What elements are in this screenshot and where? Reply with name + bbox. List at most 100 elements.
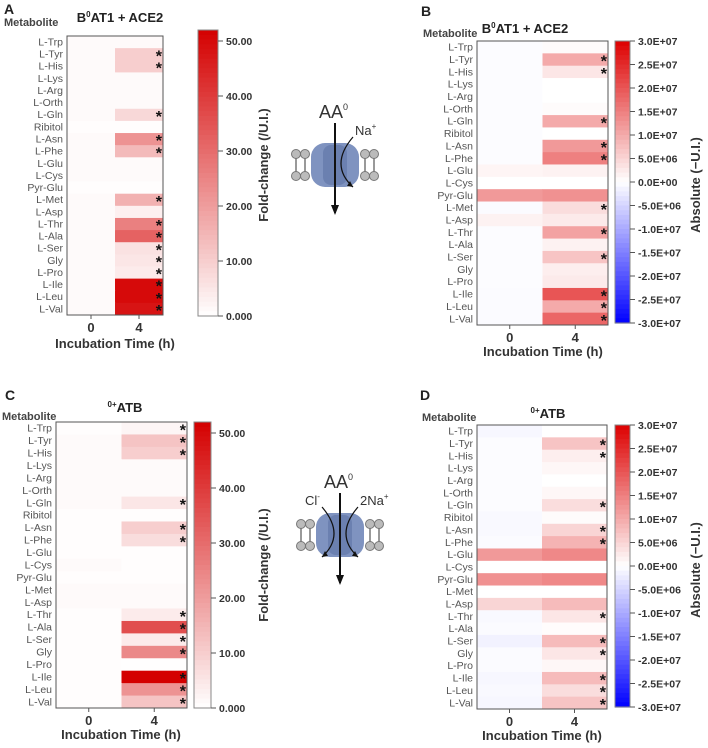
colorbar-segment [615, 617, 630, 623]
colorbar-segment [615, 130, 630, 136]
heatmap-cell [477, 78, 543, 91]
heatmap-cell [477, 53, 543, 67]
x-axis-title: Incubation Time (h) [55, 336, 175, 351]
heatmap-cell [115, 230, 164, 243]
heatmap-cell [67, 108, 116, 122]
heatmap-cell [56, 608, 122, 622]
significance-star: * [180, 447, 187, 464]
significance-star: * [156, 48, 163, 65]
heatmap-cell [121, 571, 188, 585]
colorbar-segment [198, 211, 218, 217]
colorbar-segment [615, 683, 630, 689]
x-tick-label: 0 [87, 320, 94, 335]
significance-star: * [601, 140, 608, 157]
heatmap-cell [542, 176, 609, 190]
row-label: L-Leu [25, 684, 52, 696]
heatmap-cell [56, 509, 122, 522]
row-label: Pyr-Glu [437, 190, 473, 202]
heatmap-cell [542, 164, 609, 178]
heatmap-cell [121, 434, 188, 448]
significance-star: * [180, 422, 187, 439]
heatmap-cell [542, 573, 608, 587]
heatmap-cell [542, 115, 609, 128]
significance-star: * [601, 152, 608, 169]
heatmap-cell [477, 560, 543, 574]
heatmap-cell [115, 193, 164, 207]
colorbar-segment [198, 201, 218, 207]
colorbar-tick-label: 3.0E+07 [638, 420, 678, 432]
heatmap-cell [115, 108, 164, 122]
heatmap-cell [115, 242, 164, 255]
ion-charge: + [384, 492, 389, 501]
heatmap-cell [542, 671, 608, 685]
colorbar-segment [194, 603, 211, 609]
heatmap-cell [477, 263, 543, 277]
row-label: L-Val [449, 697, 473, 709]
title-main: ATB [540, 406, 566, 421]
colorbar-frame [193, 421, 212, 709]
row-label: Gly [457, 264, 474, 276]
colorbar-segment [194, 584, 211, 590]
row-label: L-Ile [453, 289, 474, 301]
colorbar-segment [194, 684, 211, 690]
row-label: L-Phe [24, 535, 52, 547]
colorbar-segment [198, 254, 218, 260]
colorbar-tick-label: 30.00 [219, 538, 245, 550]
colorbar-segment [615, 472, 630, 478]
row-label: L-Glu [26, 547, 52, 559]
colorbar-segment [615, 135, 630, 141]
heatmap-cell [56, 434, 122, 448]
colorbar-segment [615, 641, 630, 647]
row-label: L-Val [28, 696, 52, 708]
row-label: L-Ser [26, 634, 52, 646]
significance-star: * [600, 685, 607, 702]
row-label: L-Pro [447, 660, 473, 672]
row-header: Metabolite [4, 17, 58, 29]
colorbar-segment [194, 474, 211, 480]
heatmap-cell [115, 120, 164, 134]
panel-letter: A [4, 1, 14, 17]
significance-star: * [601, 251, 608, 268]
colorbar-segment [615, 664, 630, 670]
colorbar-segment [615, 523, 630, 529]
row-label: L-Thr [448, 227, 474, 239]
heatmap-cell [67, 254, 116, 267]
colorbar-frame [197, 29, 219, 317]
colorbar-segment [198, 125, 218, 131]
colorbar-segment [615, 702, 630, 708]
heatmap-cell [542, 647, 608, 661]
colorbar-segment [194, 679, 211, 685]
panel-letter: D [420, 387, 430, 403]
colorbar-segment [194, 469, 211, 476]
row-label: L-Cys [36, 170, 63, 182]
colorbar-segment [198, 220, 218, 227]
heatmap-cell [542, 437, 608, 451]
colorbar-segment [194, 479, 211, 485]
heatmap-cell [121, 422, 188, 435]
colorbar-segment [615, 92, 630, 98]
colorbar-segment [615, 462, 630, 468]
significance-star: * [600, 536, 607, 553]
heatmap-cell [542, 474, 608, 488]
colorbar-segment [615, 280, 630, 286]
row-label: L-Asn [446, 524, 474, 536]
colorbar-segment [615, 636, 630, 642]
panel-letter: C [5, 387, 15, 403]
colorbar-segment [615, 514, 630, 520]
colorbar-segment [615, 504, 630, 511]
colorbar-segment [194, 579, 211, 585]
lipid-head [300, 149, 310, 159]
heatmap-cell [477, 201, 543, 215]
heatmap-cell [477, 474, 543, 488]
colorbar-segment [194, 569, 211, 576]
colorbar-segment [194, 646, 211, 652]
lipid-head [374, 519, 384, 529]
row-label: L-Arg [26, 472, 52, 484]
transporter-diagram: AA0 Na+ [291, 102, 379, 215]
colorbar-segment [198, 139, 218, 145]
row-label: L-Trp [38, 36, 63, 48]
heatmap-cell [542, 585, 608, 599]
substrate-sup: 0 [348, 472, 353, 482]
